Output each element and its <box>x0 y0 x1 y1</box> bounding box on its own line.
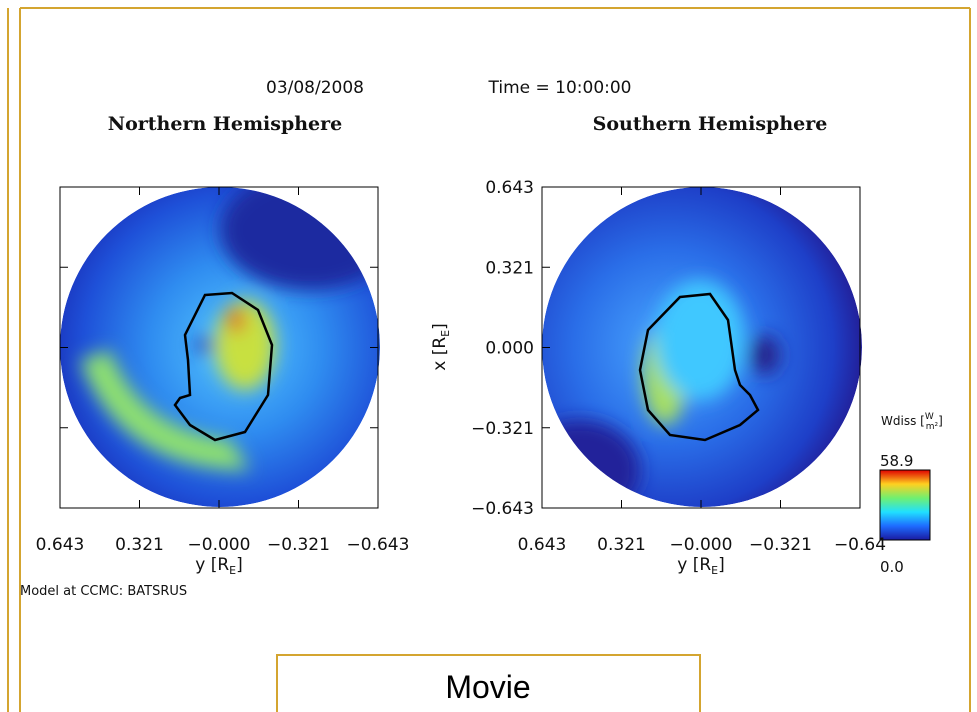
footnote: Model at CCMC: BATSRUS <box>20 584 187 599</box>
axis-label: y [RE] <box>677 555 725 577</box>
axis-label: x [RE] <box>430 323 452 371</box>
y-tick-label: 0.321 <box>485 258 534 278</box>
axis-label-sub: E <box>439 330 452 337</box>
x-tick-label: 0.321 <box>115 535 164 555</box>
colorbar-label-text: Wdiss [ <box>881 414 925 428</box>
x-tick-label: −0.321 <box>267 535 330 555</box>
axis-label: y [RE] <box>195 555 243 577</box>
x-tick-label: −0.643 <box>347 535 410 555</box>
south-map <box>542 187 862 507</box>
movie-button-label[interactable]: Movie <box>445 669 530 705</box>
y-tick-label: 0.000 <box>485 339 534 359</box>
axis-label-end: ] <box>718 555 725 575</box>
x-tick-label: −0.000 <box>188 535 251 555</box>
axis-label-end: ] <box>430 323 450 330</box>
unit-num: W <box>925 412 934 422</box>
axis-label-sub: E <box>229 564 236 577</box>
unit-den: m² <box>926 422 939 432</box>
x-tick-label: −0.000 <box>670 535 733 555</box>
colorbar-max: 58.9 <box>880 452 913 470</box>
frame <box>7 7 971 712</box>
x-tick-label: −0.321 <box>749 535 812 555</box>
north-map <box>60 187 380 507</box>
north-contour <box>173 291 274 442</box>
south-contour <box>638 292 760 442</box>
axis-label-main: x [R <box>430 337 450 371</box>
y-tick-label: 0.643 <box>485 178 534 198</box>
panel-title: Northern Hemisphere <box>108 113 343 135</box>
time: Time = 10:00:00 <box>487 78 631 98</box>
x-tick-label: 0.643 <box>36 535 85 555</box>
date: 03/08/2008 <box>266 78 364 98</box>
x-tick-label: 0.321 <box>597 535 646 555</box>
colorbar <box>879 469 931 541</box>
colorbar-min: 0.0 <box>880 558 904 576</box>
y-tick-label: −0.321 <box>471 419 534 439</box>
axis-label-end: ] <box>236 555 243 575</box>
axis-label-main: y [R <box>677 555 711 575</box>
axis-label-sub: E <box>711 564 718 577</box>
axis-label-main: y [R <box>195 555 229 575</box>
colorbar-label: Wdiss [W m²] <box>881 412 943 432</box>
movie-button[interactable] <box>276 654 701 712</box>
colorbar-label-end: ] <box>938 414 943 428</box>
panel-title: Southern Hemisphere <box>593 113 828 135</box>
x-tick-label: −0.64 <box>834 535 886 555</box>
y-tick-label: −0.643 <box>471 499 534 519</box>
x-tick-label: 0.643 <box>518 535 567 555</box>
